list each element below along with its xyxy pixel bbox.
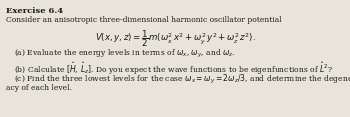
Text: $V(x, y, z) = \dfrac{1}{2}m(\omega_x^2\, x^2 + \omega_y^2\, y^2 + \omega_z^2\, z: $V(x, y, z) = \dfrac{1}{2}m(\omega_x^2\,… bbox=[94, 28, 256, 49]
Text: (b) Calculate $[\hat{H},\, \hat{L}_z]$. Do you expect the wave functions to be e: (b) Calculate $[\hat{H},\, \hat{L}_z]$. … bbox=[14, 61, 333, 77]
Text: acy of each level.: acy of each level. bbox=[6, 84, 72, 92]
Text: (a) Evaluate the energy levels in terms of $\omega_x$, $\omega_y$, and $\omega_z: (a) Evaluate the energy levels in terms … bbox=[14, 48, 236, 60]
Text: (c) Find the three lowest levels for the case $\omega_x = \omega_y = 2\omega_z/3: (c) Find the three lowest levels for the… bbox=[14, 73, 350, 86]
Text: Consider an anisotropic three-dimensional harmonic oscillator potential: Consider an anisotropic three-dimensiona… bbox=[6, 16, 282, 24]
Text: Exercise 6.4: Exercise 6.4 bbox=[6, 7, 63, 15]
